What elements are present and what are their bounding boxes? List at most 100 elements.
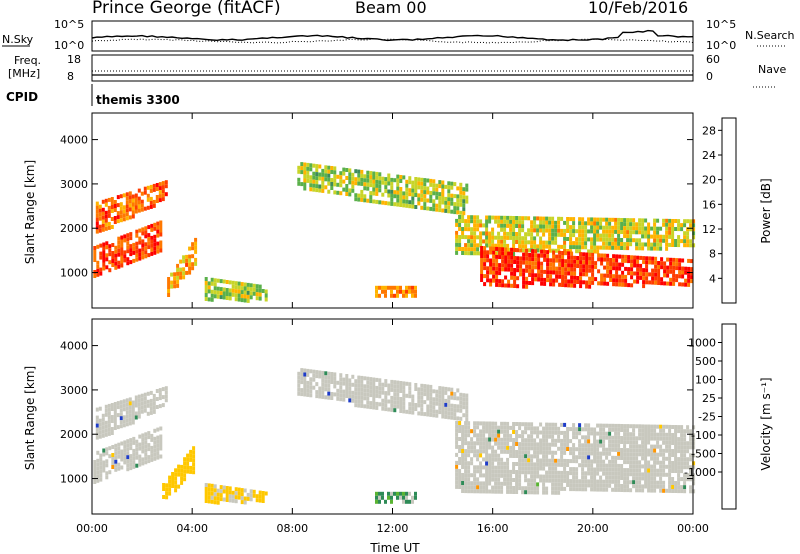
heatmap-cell	[107, 407, 111, 412]
heatmap-cell	[684, 282, 688, 287]
heatmap-cell	[497, 473, 501, 478]
heatmap-cell	[638, 428, 642, 433]
heatmap-cell	[636, 259, 640, 264]
heatmap-cell	[258, 494, 262, 499]
heatmap-cell	[596, 455, 600, 460]
heatmap-cell	[402, 405, 406, 410]
heatmap-cell	[120, 239, 124, 244]
heatmap-cell	[671, 485, 675, 489]
heatmap-cell	[638, 464, 642, 469]
heatmap-cell	[351, 176, 355, 181]
heatmap-cell	[470, 437, 474, 442]
heatmap-cell	[660, 265, 664, 270]
heatmap-cell	[548, 442, 552, 447]
heatmap-cell	[432, 389, 436, 394]
heatmap-cell	[576, 260, 580, 264]
heatmap-cell	[591, 272, 595, 277]
heatmap-cell	[641, 464, 645, 469]
heatmap-cell	[137, 394, 141, 399]
heatmap-cell	[671, 441, 675, 445]
heatmap-cell	[647, 238, 651, 243]
heatmap-cell	[414, 177, 418, 181]
heatmap-cell	[581, 467, 585, 472]
heatmap-cell	[530, 236, 534, 241]
heatmap-cell	[110, 217, 114, 221]
heatmap-cell	[324, 395, 328, 400]
heatmap-cell	[134, 201, 138, 206]
heatmap-cell	[93, 472, 97, 476]
heatmap-cell	[560, 462, 564, 467]
heatmap-cell	[185, 258, 189, 263]
heatmap-cell	[438, 402, 442, 407]
heatmap-cell	[491, 449, 495, 454]
heatmap-cell	[512, 232, 516, 236]
heatmap-cell	[629, 480, 633, 485]
heatmap-cell	[366, 396, 370, 401]
heatmap-cell	[122, 209, 126, 214]
heatmap-cell	[503, 235, 507, 240]
heatmap-cell	[147, 245, 151, 250]
heatmap-cell	[686, 477, 690, 482]
heatmap-cell	[104, 408, 108, 413]
heatmap-cell	[491, 433, 495, 438]
heatmap-cell	[420, 383, 424, 388]
heatmap-cell	[558, 254, 562, 259]
heatmap-cell	[630, 271, 634, 276]
heatmap-cell	[687, 266, 691, 271]
heatmap-cell	[138, 434, 142, 439]
heatmap-cell	[680, 223, 684, 228]
heatmap-cell	[554, 474, 558, 479]
heatmap-cell	[464, 489, 468, 494]
heatmap-cell	[321, 172, 325, 177]
heatmap-cell	[117, 252, 121, 257]
heatmap-cell	[123, 456, 127, 461]
heatmap-cell	[333, 376, 337, 381]
heatmap-cell	[627, 283, 631, 288]
heatmap-cell	[104, 420, 108, 425]
heatmap-cell	[507, 251, 511, 256]
heatmap-cell	[611, 245, 615, 250]
heatmap-cell	[494, 457, 498, 462]
heatmap-cell	[396, 491, 399, 496]
heatmap-cell	[584, 245, 588, 250]
heatmap-cell	[599, 233, 603, 238]
heatmap-cell	[572, 229, 576, 234]
heatmap-cell	[540, 249, 544, 254]
heatmap-cell	[476, 235, 480, 240]
heatmap-cell	[473, 231, 477, 236]
x-tick-label: 00:00	[677, 522, 709, 535]
heatmap-cell	[497, 239, 501, 244]
heatmap-cell	[128, 397, 132, 402]
heatmap-cell	[396, 285, 399, 290]
heatmap-cell	[489, 282, 493, 287]
heatmap-cell	[671, 425, 675, 429]
heatmap-cell	[611, 443, 615, 448]
heatmap-cell	[494, 433, 498, 438]
heatmap-cell	[93, 258, 97, 262]
heatmap-cell	[456, 408, 460, 413]
heatmap-cell	[533, 216, 537, 221]
heatmap-cell	[506, 449, 510, 454]
heatmap-cell	[330, 376, 334, 380]
heatmap-cell	[174, 480, 178, 485]
heatmap-cell	[524, 486, 528, 491]
heatmap-cell	[470, 215, 474, 220]
heatmap-cell	[549, 258, 553, 263]
heatmap-cell	[122, 193, 126, 198]
heatmap-cell	[420, 185, 424, 190]
heatmap-cell	[113, 414, 117, 418]
heatmap-cell	[603, 273, 607, 278]
heatmap-cell	[647, 234, 651, 239]
heatmap-cell	[500, 449, 504, 454]
heatmap-cell	[164, 184, 168, 189]
heatmap-cell	[486, 274, 490, 279]
heatmap-cell	[560, 228, 564, 233]
heatmap-cell	[587, 467, 591, 472]
heatmap-cell	[366, 380, 370, 385]
heatmap-cell	[506, 461, 510, 466]
heatmap-cell	[624, 282, 628, 287]
heatmap-cell	[96, 470, 100, 475]
heatmap-cell	[149, 402, 153, 407]
heatmap-cell	[545, 426, 549, 431]
heatmap-cell	[453, 396, 457, 401]
